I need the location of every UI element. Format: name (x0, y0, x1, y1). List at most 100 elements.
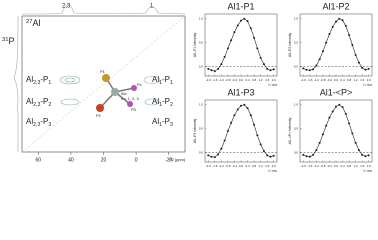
y-tick-label: 1.0 (294, 103, 299, 107)
x-tick-label: 2.0 (272, 78, 277, 82)
y-tick-label: 0.0 (294, 150, 299, 154)
data-point (335, 20, 337, 23)
label-part: -P (162, 97, 170, 106)
data-point (325, 124, 328, 127)
x-tick-label: -0.8 (320, 164, 326, 168)
x-tick-label: -1.6 (307, 164, 313, 168)
y-axis-label: Al1-P2 Intensity (288, 32, 292, 57)
x-tick-label: 60 (36, 157, 42, 163)
data-point (217, 153, 220, 156)
cross-peak-label: Al1-P2 (152, 97, 173, 108)
peak-label: 1 (150, 4, 154, 10)
data-point (308, 155, 311, 158)
y-tick-label: 1.0 (199, 103, 204, 107)
data-point (246, 107, 249, 110)
cross-peak-label: Al2,3-P1 (26, 75, 51, 86)
x-tick-label: 1.6 (265, 164, 270, 168)
data-point (220, 147, 223, 150)
data-point (348, 33, 351, 36)
atom (102, 74, 110, 82)
data-line (208, 104, 274, 158)
x-tick-label: 1.2 (354, 78, 359, 82)
label-part: 2,3 (33, 122, 40, 128)
contour (59, 75, 81, 85)
x-tick-label: 0.4 (340, 78, 345, 82)
data-point (256, 134, 259, 137)
x-tick-label: 1.2 (259, 78, 264, 82)
y-tick-label: 0.5 (199, 126, 204, 130)
data-point (207, 67, 210, 70)
data-point (364, 155, 367, 158)
x-tick-label: 0.4 (340, 164, 345, 168)
label-part: -P (162, 117, 170, 126)
label-part: -P (40, 75, 48, 84)
data-line (303, 104, 369, 158)
x-axis-label: F2 [ppm] (169, 157, 185, 162)
data-point (217, 67, 220, 70)
data-point (312, 68, 315, 71)
data-point (367, 67, 370, 70)
data-point (325, 41, 328, 44)
x-tick-label: -1.2 (219, 164, 225, 168)
chart-title: Al1-P2 (322, 1, 349, 11)
data-point (249, 114, 252, 117)
y-axis-label: Al1-P1 Intensity (193, 32, 197, 57)
data-point (335, 105, 337, 108)
data-point (348, 122, 351, 125)
data-point (361, 66, 364, 69)
f2-nucleus: 27Al (26, 18, 41, 28)
y-tick-label: 1.0 (199, 17, 204, 21)
data-point (331, 110, 334, 113)
data-point (226, 130, 229, 132)
x-tick-label: -0.8 (225, 164, 231, 168)
label-part: Al (26, 75, 33, 84)
diagonal (21, 15, 186, 153)
data-point (243, 103, 246, 106)
data-point (315, 64, 318, 67)
label-part: 1 (159, 102, 162, 108)
data-point (253, 36, 256, 39)
x-axis-label: t / ms (268, 169, 277, 173)
label-part: 1 (159, 80, 162, 86)
cross-peak-label: Al2,3-P3 (26, 117, 51, 128)
label-part: Al (26, 97, 33, 106)
data-point (272, 154, 275, 157)
x-tick-label: -0.4 (232, 164, 238, 168)
label-part: 1 (48, 80, 51, 86)
x-tick-label: 2.0 (367, 78, 372, 82)
label-part: 3 (48, 122, 51, 128)
x-tick-label: 2.0 (367, 164, 372, 168)
label-part: -P (40, 117, 48, 126)
data-point (341, 106, 344, 109)
x-tick-label: 0.0 (334, 164, 339, 168)
cross-peak-label: Al1-P1 (152, 75, 173, 86)
data-point (344, 112, 347, 115)
x-tick-label: 40 (68, 157, 74, 163)
x-tick-label: 0.0 (334, 78, 339, 82)
data-point (361, 153, 364, 156)
data-point (220, 63, 223, 66)
data-point (262, 63, 265, 66)
y-tick-label: 0.5 (294, 40, 299, 44)
data-point (256, 47, 259, 50)
label-part: 2 (48, 102, 51, 108)
y-tick-label: 0.0 (199, 64, 204, 68)
atom-label: P1 (100, 69, 106, 74)
data-point (259, 56, 262, 59)
x-tick-label: -1.6 (212, 164, 218, 168)
data-point (213, 70, 216, 73)
label-part: Al (152, 117, 159, 126)
x-tick-label: -20 (165, 157, 172, 163)
data-point (259, 143, 262, 146)
data-point (269, 69, 272, 72)
y-tick-label: 0.5 (294, 126, 299, 130)
data-point (266, 154, 269, 157)
x-tick-label: -1.2 (314, 164, 320, 168)
data-point (315, 149, 318, 152)
x-tick-label: -2.0 (301, 164, 307, 168)
x-tick-label: 2.0 (272, 164, 277, 168)
x-tick-label: 0.8 (252, 164, 257, 168)
data-point (243, 17, 246, 20)
data-point (262, 150, 265, 153)
